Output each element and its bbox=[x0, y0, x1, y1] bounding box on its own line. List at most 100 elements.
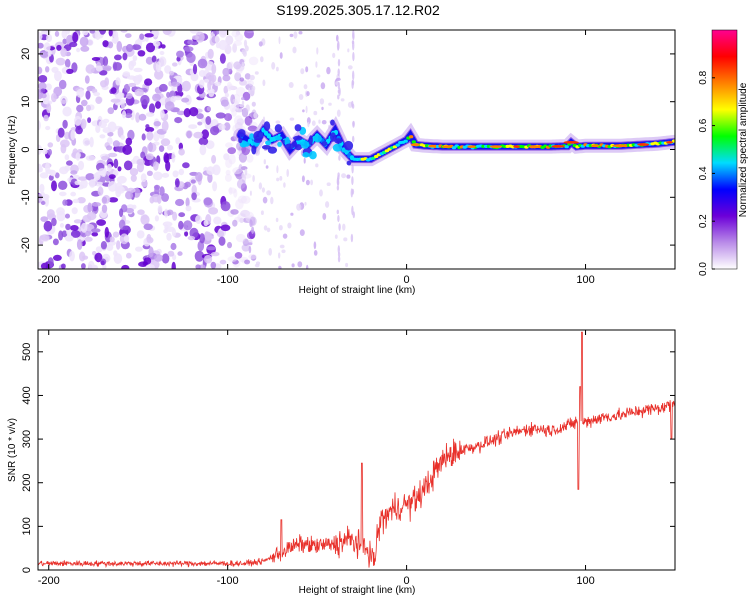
noise-blob bbox=[76, 47, 81, 53]
scatter-blob bbox=[278, 252, 281, 259]
scatter-blob bbox=[255, 261, 261, 266]
noise-blob bbox=[166, 209, 174, 216]
spectrogram-ylabel: Frequency (Hz) bbox=[7, 116, 18, 185]
noise-blob bbox=[38, 75, 48, 83]
noise-blob bbox=[138, 113, 147, 121]
noise-blob bbox=[220, 99, 229, 107]
noise-blob bbox=[115, 77, 121, 86]
noise-blob bbox=[106, 243, 114, 251]
scatter-blob bbox=[287, 222, 292, 229]
scatter-blob bbox=[325, 201, 330, 208]
scatter-blob bbox=[241, 100, 245, 106]
noise-blob bbox=[47, 49, 52, 57]
noise-blob bbox=[97, 186, 104, 196]
scatter-blob bbox=[239, 217, 244, 224]
scatter-blob bbox=[278, 265, 282, 269]
noise-blob bbox=[123, 160, 133, 171]
spectrogram-xtick-label: -100 bbox=[217, 274, 239, 286]
noise-blob bbox=[62, 199, 68, 206]
scatter-blob bbox=[251, 226, 255, 234]
ridge-blob bbox=[263, 121, 271, 131]
noise-blob bbox=[48, 174, 54, 181]
colorbar-tick-label: 0.2 bbox=[698, 214, 709, 228]
noise-blob bbox=[160, 138, 171, 147]
noise-blob bbox=[82, 137, 91, 147]
noise-blob bbox=[151, 55, 157, 63]
scatter-blob bbox=[262, 79, 266, 87]
noise-blob bbox=[85, 155, 96, 161]
snr-ytick-label: 0 bbox=[21, 567, 33, 573]
noise-blob bbox=[206, 106, 211, 112]
noise-blob bbox=[82, 214, 92, 223]
noise-blob bbox=[45, 125, 51, 131]
scatter-blob bbox=[283, 182, 286, 188]
noise-blob bbox=[136, 230, 145, 239]
snr-ytick-label: 100 bbox=[21, 517, 33, 535]
scatter-blob bbox=[326, 66, 331, 75]
noise-blob bbox=[189, 227, 199, 239]
noise-blob bbox=[239, 77, 245, 82]
noise-blob bbox=[87, 117, 92, 123]
noise-blob bbox=[125, 208, 134, 213]
scatter-blob bbox=[310, 179, 313, 186]
noise-blob bbox=[160, 109, 165, 119]
noise-blob bbox=[225, 169, 231, 176]
noise-blob bbox=[39, 183, 45, 193]
noise-blob bbox=[153, 131, 160, 142]
noise-blob bbox=[227, 256, 238, 262]
noise-blob bbox=[161, 193, 170, 202]
noise-blob bbox=[123, 83, 130, 93]
noise-blob bbox=[248, 80, 255, 86]
noise-blob bbox=[184, 231, 189, 237]
noise-blob bbox=[49, 169, 56, 177]
noise-blob bbox=[191, 184, 197, 195]
noise-blob bbox=[104, 226, 110, 238]
noise-blob bbox=[120, 134, 125, 140]
noise-blob bbox=[108, 197, 119, 203]
noise-blob bbox=[171, 261, 176, 269]
noise-blob bbox=[122, 225, 129, 231]
noise-blob bbox=[190, 72, 199, 82]
scatter-blob bbox=[275, 120, 281, 124]
noise-blob bbox=[133, 67, 143, 73]
noise-blob bbox=[164, 65, 172, 74]
noise-blob bbox=[100, 241, 107, 250]
scatter-blob bbox=[286, 169, 290, 177]
noise-blob bbox=[69, 225, 79, 231]
noise-blob bbox=[219, 53, 226, 64]
streak-blob bbox=[352, 135, 355, 143]
scatter-blob bbox=[241, 49, 247, 55]
noise-blob bbox=[54, 70, 62, 82]
noise-blob bbox=[185, 197, 190, 208]
scatter-blob bbox=[346, 174, 351, 179]
noise-blob bbox=[206, 246, 217, 251]
noise-blob bbox=[227, 241, 232, 249]
noise-blob bbox=[61, 99, 67, 105]
noise-blob bbox=[82, 30, 89, 36]
scatter-blob bbox=[252, 175, 255, 182]
noise-blob bbox=[163, 152, 169, 164]
noise-blob bbox=[40, 51, 49, 59]
noise-blob bbox=[203, 197, 213, 206]
noise-blob bbox=[126, 252, 132, 259]
noise-blob bbox=[110, 87, 117, 94]
scatter-blob bbox=[319, 189, 323, 197]
noise-blob bbox=[153, 161, 159, 171]
scatter-blob bbox=[298, 94, 304, 100]
noise-blob bbox=[195, 215, 202, 224]
noise-blob bbox=[122, 71, 131, 77]
noise-blob bbox=[214, 81, 222, 87]
noise-blob bbox=[233, 40, 242, 46]
ridge-blob bbox=[293, 135, 303, 141]
noise-blob bbox=[171, 228, 177, 237]
noise-blob bbox=[116, 41, 123, 52]
scatter-blob bbox=[292, 46, 297, 54]
streak-blob bbox=[337, 94, 340, 100]
streak-blob bbox=[337, 215, 340, 222]
noise-blob bbox=[64, 165, 71, 172]
noise-blob bbox=[176, 56, 181, 62]
noise-blob bbox=[106, 163, 112, 172]
noise-blob bbox=[218, 39, 228, 51]
noise-blob bbox=[205, 61, 214, 67]
ridge-hotspot bbox=[591, 144, 600, 148]
